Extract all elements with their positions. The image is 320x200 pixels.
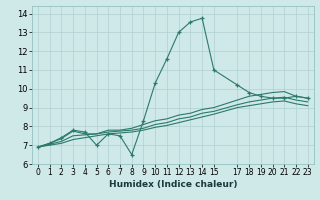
X-axis label: Humidex (Indice chaleur): Humidex (Indice chaleur) [108,180,237,189]
